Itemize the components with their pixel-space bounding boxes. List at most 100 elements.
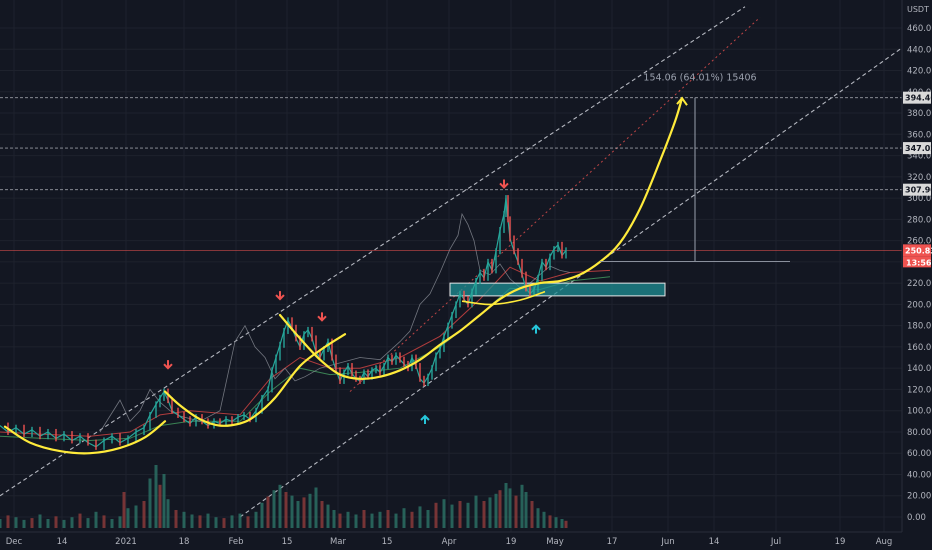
volume-bar (296, 501, 300, 528)
volume-bar (126, 508, 130, 528)
volume-bar (260, 502, 264, 528)
volume-bar (346, 511, 350, 528)
support-zone (449, 282, 666, 297)
x-tick-label: Mar (330, 537, 347, 547)
volume-bar (564, 520, 568, 528)
volume-bar (182, 511, 186, 528)
countdown-label: 13:56 (906, 258, 932, 267)
volume-bar (198, 515, 202, 528)
y-tick-label: 140.00 (907, 364, 932, 374)
y-tick-label: 380.00 (907, 109, 932, 119)
volume-bar (154, 465, 158, 528)
volume-bar (332, 510, 336, 528)
measure-label: 154.06 (64.01%) 15406 (643, 73, 756, 84)
y-tick-label: 340.00 (907, 152, 932, 162)
volume-bar (142, 501, 146, 528)
volume-bar (238, 513, 242, 528)
volume-bar (254, 511, 258, 528)
volume-bar (314, 487, 318, 528)
volume-bar (378, 511, 382, 528)
x-tick-label: 18 (179, 537, 190, 547)
price-tag-bg (903, 183, 931, 196)
signal-arrows (163, 179, 541, 425)
volume-bar (284, 492, 288, 528)
y-tick-label: 0.00 (907, 513, 926, 523)
volume-bar (134, 505, 138, 528)
volume-bar (302, 497, 306, 528)
y-tick-label: 440.00 (907, 45, 932, 55)
y-axis-labels: 460.00440.00420.00400.00380.00360.00340.… (907, 24, 932, 523)
channel-line (239, 48, 901, 518)
volume-bar (320, 501, 324, 528)
volume-bar (386, 510, 390, 528)
volume-bar (148, 478, 152, 528)
yellow-arc (3, 420, 167, 455)
volume-bar (370, 513, 374, 528)
volume-bar (54, 516, 58, 528)
volume-bar (246, 516, 250, 528)
volume-bar (410, 511, 414, 528)
volume-bar (94, 511, 98, 528)
indicator-line (0, 266, 611, 437)
volume-bar (560, 519, 564, 528)
y-tick-label: 40.00 (907, 470, 931, 480)
yellow-arc-arrowhead (676, 96, 688, 106)
price-tag-bg (903, 91, 931, 104)
volume-bar (362, 510, 366, 528)
volume-bar (554, 517, 558, 528)
channel-line (0, 6, 746, 497)
price-tag-label: 394.46 (905, 94, 932, 103)
measure-tool: 154.06 (64.01%) 15406 (600, 73, 790, 262)
x-tick-label: 15 (382, 537, 393, 547)
price-axis[interactable] (902, 0, 932, 550)
volume-bar (482, 501, 486, 528)
x-tick-label: 19 (506, 537, 517, 547)
x-tick-label: 15 (282, 537, 293, 547)
volume-bar (488, 497, 492, 528)
support-zone-box (449, 282, 666, 297)
price-tag-bg (903, 142, 931, 155)
volume-bar (508, 488, 512, 528)
teal-up-arrow (420, 414, 430, 425)
x-tick-label: 2021 (115, 537, 137, 547)
x-axis-labels: Dec 14 2021 18 Feb 15 Mar 15 Apr 19 May 17 Jun 14 Jul 1… (6, 537, 893, 547)
y-tick-label: 320.00 (907, 173, 932, 183)
volume-bar (498, 490, 502, 528)
x-tick-label: Apr (442, 537, 457, 547)
volume-bar (514, 495, 518, 528)
channel-lines (0, 6, 901, 518)
y-tick-label: 120.00 (907, 385, 932, 395)
x-tick-label: May (546, 537, 564, 547)
red-down-arrow (275, 291, 285, 301)
price-tag-label: 250.83 (905, 246, 932, 255)
volume-bar (474, 495, 478, 528)
x-tick-label: 17 (607, 537, 618, 547)
price-tags: 394.46 347.02 307.90 250.83 13:56 (903, 91, 932, 268)
y-tick-label: 160.00 (907, 343, 932, 353)
price-tag-bg (903, 244, 931, 257)
volume-bar (0, 519, 2, 528)
volume-bar (30, 518, 34, 528)
y-tick-label: 20.00 (907, 492, 931, 502)
volume-bar (354, 514, 358, 528)
volume-bar (394, 513, 398, 528)
volume-bar (222, 518, 226, 528)
y-tick-label: 60.00 (907, 449, 931, 459)
volume-bar (190, 514, 194, 528)
volume-bar (162, 474, 166, 528)
volume-bar (458, 501, 462, 528)
volume-bar (530, 501, 534, 528)
volume-bar (110, 519, 114, 528)
yellow-arc (163, 333, 347, 427)
x-tick-label: Jul (770, 537, 781, 547)
volume-bar (442, 499, 446, 528)
volume-bar (504, 483, 508, 528)
volume-bar (338, 513, 342, 528)
x-tick-label: 14 (57, 537, 68, 547)
volume-bar (520, 484, 524, 528)
y-tick-label: 460.00 (907, 24, 932, 34)
time-axis[interactable] (0, 532, 932, 550)
y-tick-label: 80.00 (907, 428, 931, 438)
red-down-arrow (163, 360, 173, 370)
